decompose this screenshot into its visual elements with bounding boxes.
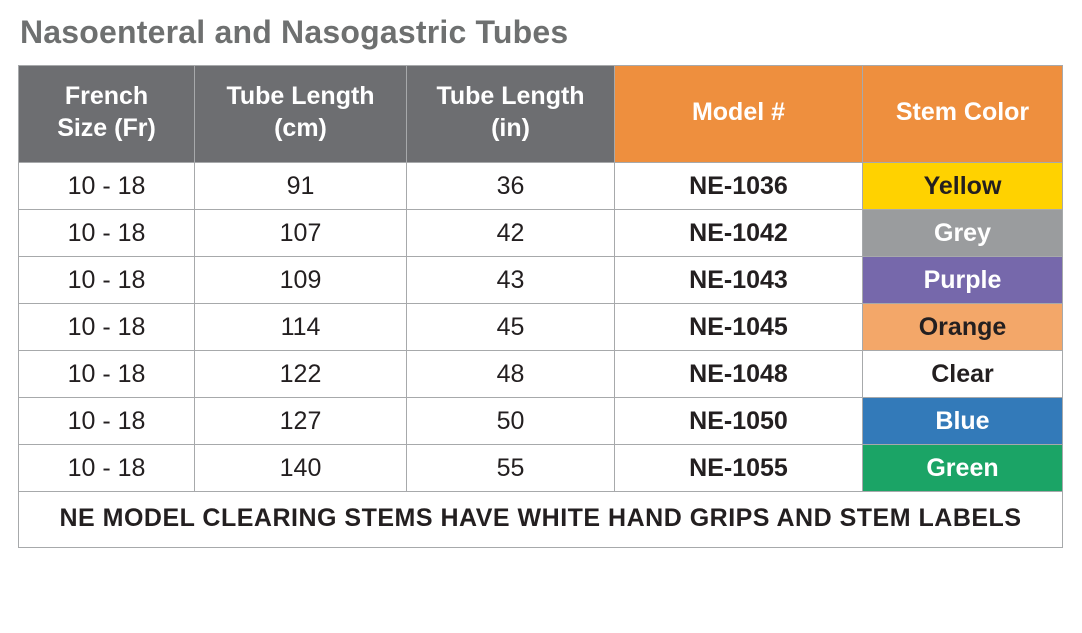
cell-cm: 127	[195, 398, 407, 445]
col-model-number: Model #	[615, 66, 863, 163]
cell-in: 43	[407, 257, 615, 304]
table-footer-row: NE MODEL CLEARING STEMS HAVE WHITE HAND …	[19, 492, 1063, 548]
cell-cm: 107	[195, 210, 407, 257]
tubes-table: FrenchSize (Fr) Tube Length(cm) Tube Len…	[18, 65, 1063, 548]
cell-stem: Grey	[863, 210, 1063, 257]
page-title: Nasoenteral and Nasogastric Tubes	[20, 14, 1064, 51]
table-row: 10 - 18 107 42 NE-1042 Grey	[19, 210, 1063, 257]
table-row: 10 - 18 114 45 NE-1045 Orange	[19, 304, 1063, 351]
cell-in: 55	[407, 445, 615, 492]
cell-stem: Purple	[863, 257, 1063, 304]
cell-stem: Green	[863, 445, 1063, 492]
cell-cm: 140	[195, 445, 407, 492]
cell-in: 48	[407, 351, 615, 398]
table-row: 10 - 18 109 43 NE-1043 Purple	[19, 257, 1063, 304]
col-french-size: FrenchSize (Fr)	[19, 66, 195, 163]
cell-stem: Clear	[863, 351, 1063, 398]
cell-model: NE-1055	[615, 445, 863, 492]
cell-in: 36	[407, 163, 615, 210]
table-row: 10 - 18 91 36 NE-1036 Yellow	[19, 163, 1063, 210]
col-stem-color: Stem Color	[863, 66, 1063, 163]
cell-cm: 114	[195, 304, 407, 351]
cell-model: NE-1045	[615, 304, 863, 351]
cell-stem: Blue	[863, 398, 1063, 445]
cell-model: NE-1042	[615, 210, 863, 257]
cell-stem: Orange	[863, 304, 1063, 351]
cell-cm: 91	[195, 163, 407, 210]
cell-in: 45	[407, 304, 615, 351]
cell-fr: 10 - 18	[19, 210, 195, 257]
cell-in: 42	[407, 210, 615, 257]
cell-fr: 10 - 18	[19, 445, 195, 492]
cell-cm: 109	[195, 257, 407, 304]
cell-in: 50	[407, 398, 615, 445]
cell-model: NE-1036	[615, 163, 863, 210]
cell-model: NE-1050	[615, 398, 863, 445]
cell-cm: 122	[195, 351, 407, 398]
cell-stem: Yellow	[863, 163, 1063, 210]
cell-fr: 10 - 18	[19, 163, 195, 210]
cell-fr: 10 - 18	[19, 257, 195, 304]
cell-model: NE-1043	[615, 257, 863, 304]
cell-fr: 10 - 18	[19, 351, 195, 398]
col-tube-length-cm: Tube Length(cm)	[195, 66, 407, 163]
table-row: 10 - 18 122 48 NE-1048 Clear	[19, 351, 1063, 398]
footer-note: NE MODEL CLEARING STEMS HAVE WHITE HAND …	[19, 492, 1063, 548]
cell-fr: 10 - 18	[19, 304, 195, 351]
cell-model: NE-1048	[615, 351, 863, 398]
col-tube-length-in: Tube Length(in)	[407, 66, 615, 163]
cell-fr: 10 - 18	[19, 398, 195, 445]
table-header-row: FrenchSize (Fr) Tube Length(cm) Tube Len…	[19, 66, 1063, 163]
table-row: 10 - 18 140 55 NE-1055 Green	[19, 445, 1063, 492]
table-body: 10 - 18 91 36 NE-1036 Yellow 10 - 18 107…	[19, 163, 1063, 548]
table-row: 10 - 18 127 50 NE-1050 Blue	[19, 398, 1063, 445]
